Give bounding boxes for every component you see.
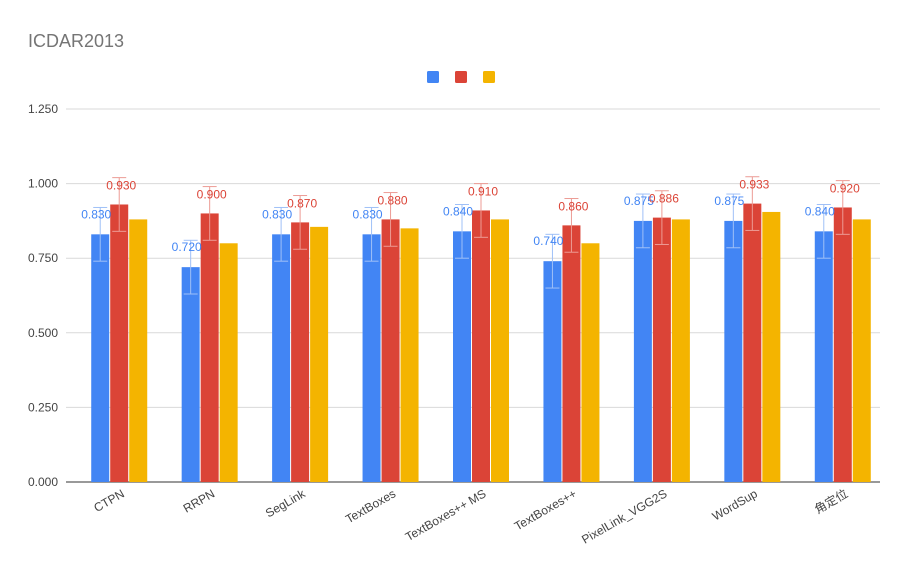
bar bbox=[814, 231, 833, 482]
bar bbox=[200, 213, 219, 482]
data-label: 0.840 bbox=[805, 204, 835, 218]
data-label: 0.900 bbox=[197, 187, 227, 201]
data-label: 0.886 bbox=[649, 192, 679, 206]
data-label: 0.870 bbox=[287, 196, 317, 210]
y-tick-label: 1.000 bbox=[28, 177, 58, 191]
x-category-label: TextBoxes++ MS bbox=[403, 486, 489, 543]
data-label: 0.933 bbox=[739, 178, 769, 192]
bar bbox=[291, 222, 310, 482]
y-tick-label: 0.500 bbox=[28, 326, 58, 340]
legend-swatch bbox=[483, 71, 495, 83]
legend-swatch bbox=[427, 71, 439, 83]
data-label: 0.920 bbox=[830, 181, 860, 195]
bar bbox=[671, 219, 690, 482]
bar bbox=[562, 225, 581, 482]
x-axis: CTPN RRPN SegLink TextBoxes TextBoxes++ MS Te… bbox=[91, 486, 850, 547]
y-tick-label: 0.250 bbox=[28, 400, 58, 414]
bar bbox=[762, 211, 781, 482]
bar bbox=[581, 243, 600, 482]
data-label: 0.740 bbox=[533, 234, 563, 248]
bars bbox=[91, 203, 871, 483]
bar bbox=[633, 220, 652, 482]
bar bbox=[491, 219, 509, 482]
bar bbox=[129, 219, 148, 482]
bar bbox=[362, 234, 381, 482]
y-tick-label: 0.000 bbox=[28, 475, 58, 489]
data-label: 0.930 bbox=[106, 178, 136, 192]
data-label: 0.720 bbox=[172, 240, 202, 254]
legend-swatch bbox=[455, 71, 467, 83]
data-label: 0.830 bbox=[81, 207, 111, 221]
y-tick-label: 1.250 bbox=[28, 102, 58, 116]
bar bbox=[310, 226, 329, 482]
bar bbox=[381, 219, 400, 482]
bar bbox=[724, 220, 743, 482]
bar bbox=[453, 231, 471, 482]
data-label: 0.840 bbox=[443, 204, 473, 218]
bar bbox=[543, 261, 562, 482]
x-category-label: TextBoxes++ bbox=[512, 486, 579, 533]
x-category-label: CTPN bbox=[91, 486, 126, 514]
legend bbox=[427, 71, 495, 83]
data-label: 0.830 bbox=[353, 207, 383, 221]
bar bbox=[400, 228, 419, 482]
bar bbox=[852, 219, 871, 482]
x-category-label: SegLink bbox=[263, 486, 308, 520]
bar bbox=[272, 234, 291, 482]
bar bbox=[743, 203, 762, 482]
x-category-label: TextBoxes bbox=[343, 486, 398, 526]
chart-title: ICDAR2013 bbox=[28, 31, 124, 51]
bar bbox=[833, 207, 852, 483]
x-category-label: RRPN bbox=[181, 486, 217, 515]
data-label: 0.830 bbox=[262, 207, 292, 221]
bar bbox=[472, 210, 490, 482]
bar bbox=[91, 234, 110, 482]
error-bars bbox=[93, 176, 850, 295]
x-category-label: WordSup bbox=[710, 486, 760, 523]
x-category-label: PixelLink_VGG2S bbox=[579, 486, 669, 546]
data-label: 0.880 bbox=[378, 193, 408, 207]
bar bbox=[181, 267, 200, 482]
data-label: 0.910 bbox=[468, 184, 498, 198]
y-axis: 0.000 0.250 0.500 0.750 1.000 1.250 bbox=[28, 102, 58, 489]
bar bbox=[219, 243, 238, 482]
y-tick-label: 0.750 bbox=[28, 251, 58, 265]
data-label: 0.860 bbox=[558, 199, 588, 213]
bar bbox=[110, 204, 129, 482]
x-category-label: 角定位 bbox=[812, 486, 851, 517]
data-label: 0.875 bbox=[624, 194, 654, 208]
data-label: 0.875 bbox=[714, 194, 744, 208]
bar bbox=[652, 217, 671, 482]
data-labels: 0.8300.9300.7200.9000.8300.8700.8300.880… bbox=[81, 178, 860, 255]
